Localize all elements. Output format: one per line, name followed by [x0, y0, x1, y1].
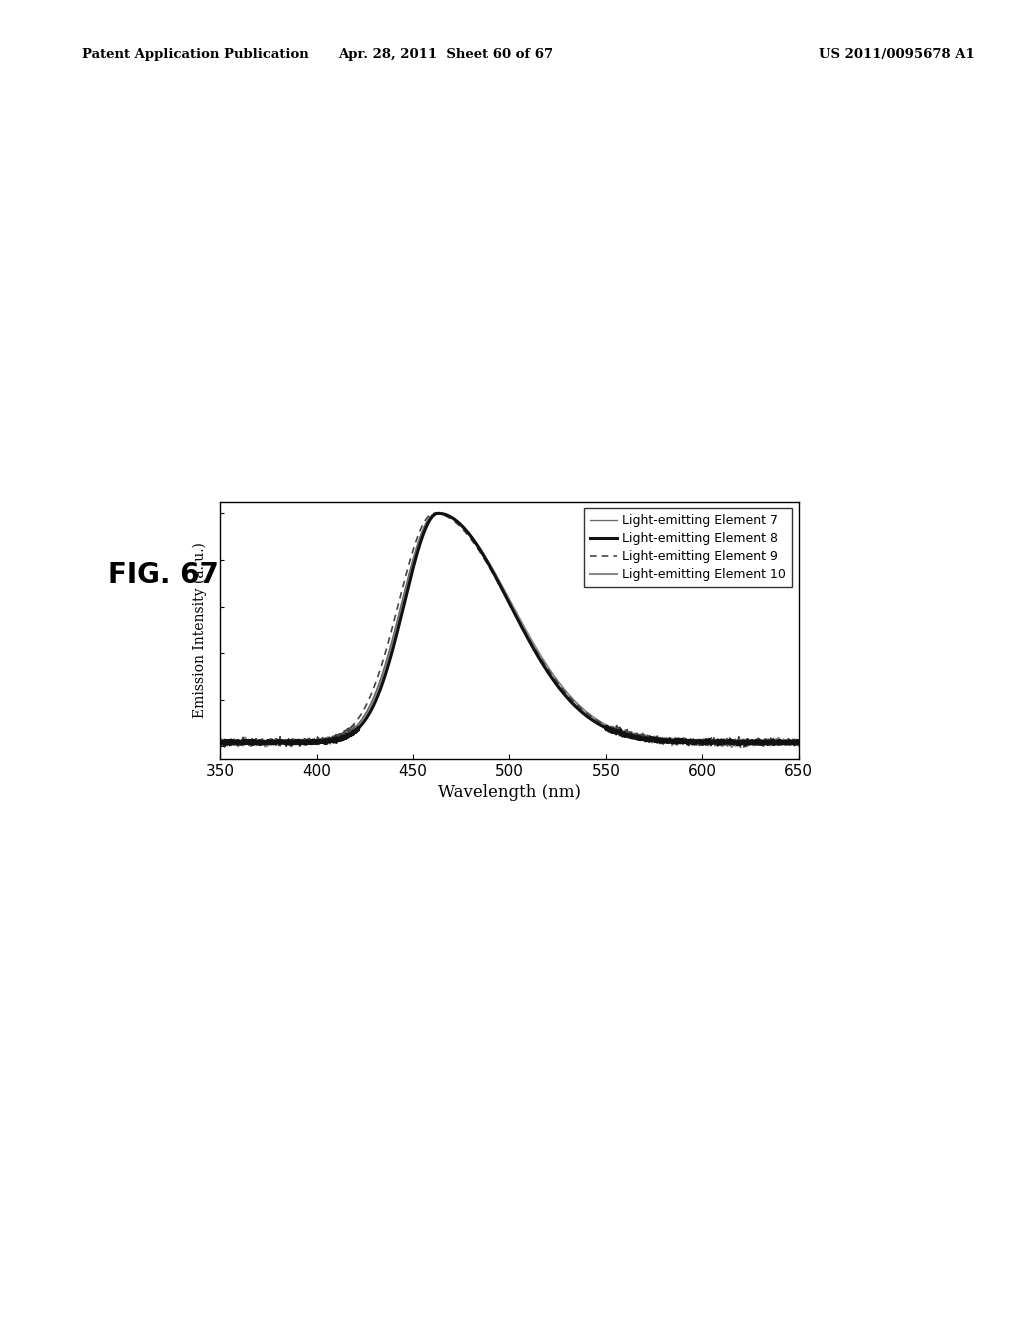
- Text: US 2011/0095678 A1: US 2011/0095678 A1: [819, 48, 975, 61]
- Text: Patent Application Publication: Patent Application Publication: [82, 48, 308, 61]
- Text: FIG. 67: FIG. 67: [108, 561, 218, 589]
- Text: Apr. 28, 2011  Sheet 60 of 67: Apr. 28, 2011 Sheet 60 of 67: [338, 48, 553, 61]
- Y-axis label: Emission Intensity (a. u.): Emission Intensity (a. u.): [193, 543, 207, 718]
- X-axis label: Wavelength (nm): Wavelength (nm): [438, 784, 581, 801]
- Legend: Light-emitting Element 7, Light-emitting Element 8, Light-emitting Element 9, Li: Light-emitting Element 7, Light-emitting…: [584, 508, 793, 587]
